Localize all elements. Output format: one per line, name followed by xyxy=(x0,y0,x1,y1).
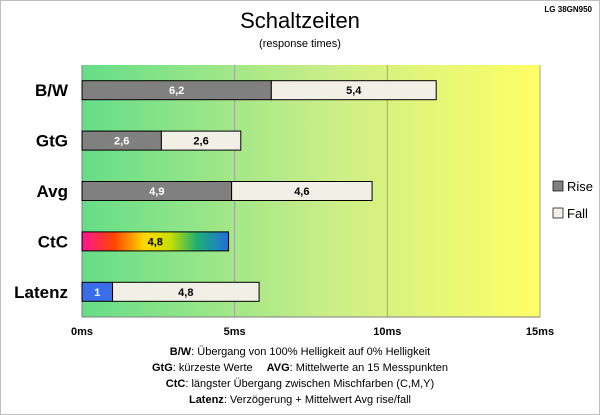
label-latenz-delay: 1 xyxy=(94,287,100,299)
note-gtg-key: GtG xyxy=(152,362,173,374)
category-label-3: CtC xyxy=(38,232,68,251)
label-ctc: 4,8 xyxy=(148,236,163,248)
bar-latenz-avg xyxy=(112,281,260,302)
x-tick-label-15: 15ms xyxy=(526,326,554,338)
note-latenz-key: Latenz xyxy=(189,394,224,406)
category-label-1: GtG xyxy=(36,132,68,151)
note-bw-key: B/W xyxy=(170,346,192,358)
label-rise-0: 6,2 xyxy=(169,85,184,97)
chart-title: Schaltzeiten xyxy=(240,8,360,33)
note-bw: B/W: Übergang von 100% Helligkeit auf 0%… xyxy=(170,346,430,358)
x-tick-label-0: 0ms xyxy=(71,326,93,338)
x-tick-label-10: 10ms xyxy=(373,326,401,338)
note-gtg: GtG: kürzeste Werte AVG: Mittelwerte an 1… xyxy=(152,362,448,374)
note-gtg-text: : kürzeste Werte xyxy=(173,362,253,374)
note-latenz-text: : Verzögerung + Mittelwert Avg rise/fall xyxy=(224,394,411,406)
category-labels: B/W GtG Avg CtC Latenz xyxy=(14,81,69,302)
notes: B/W: Übergang von 100% Helligkeit auf 0%… xyxy=(152,346,448,406)
category-label-0: B/W xyxy=(35,81,69,100)
label-fall-1: 2,6 xyxy=(193,136,208,148)
chart-subtitle: (response times) xyxy=(259,38,341,50)
label-latenz-avg: 4,8 xyxy=(178,287,193,299)
note-latenz: Latenz: Verzögerung + Mittelwert Avg ris… xyxy=(189,394,411,406)
note-ctc: CtC: längster Übergang zwischen Mischfar… xyxy=(166,378,434,390)
legend-label-rise: Rise xyxy=(567,179,593,194)
label-fall-2: 4,6 xyxy=(294,186,309,198)
label-rise-1: 2,6 xyxy=(114,136,129,148)
bar-fall-2 xyxy=(231,181,373,201)
label-fall-0: 5,4 xyxy=(346,85,362,97)
bar-ctc xyxy=(81,231,230,252)
x-tick-label-5: 5ms xyxy=(224,326,246,338)
label-rise-2: 4,9 xyxy=(149,186,164,198)
legend: Rise Fall xyxy=(552,179,593,221)
legend-label-fall: Fall xyxy=(567,206,588,221)
note-ctc-key: CtC xyxy=(166,378,186,390)
category-label-2: Avg xyxy=(37,182,69,201)
category-label-4: Latenz xyxy=(14,283,68,302)
note-avg-text: : Mittelwerte an 15 Messpunkten xyxy=(290,362,448,374)
note-ctc-text: : längster Übergang zwischen Mischfarben… xyxy=(185,378,434,390)
bar-fall-0 xyxy=(270,80,437,101)
x-axis-ticks: 0ms 5ms 10ms 15ms xyxy=(71,326,554,338)
note-bw-text: : Übergang von 100% Helligkeit auf 0% He… xyxy=(191,346,430,358)
monitor-model: LG 38GN950 xyxy=(544,5,592,14)
legend-swatch-fall xyxy=(552,207,564,219)
legend-swatch-rise xyxy=(552,180,564,192)
bars: 6,2 5,4 2,6 2,6 4,9 4,6 4,8 1 4,8 xyxy=(81,80,437,302)
note-avg-key: AVG xyxy=(267,362,290,374)
bar-fall-1 xyxy=(160,130,242,151)
